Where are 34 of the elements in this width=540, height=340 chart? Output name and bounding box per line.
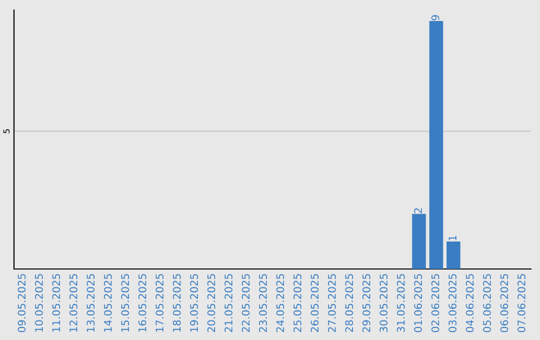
x-tick-label: 07.06.2025 xyxy=(518,274,526,332)
x-tick-label: 02.06.2025 xyxy=(431,274,440,332)
x-tick-label: 20.05.2025 xyxy=(207,274,216,332)
x-tick-label: 14.05.2025 xyxy=(104,274,112,332)
x-tick-label: 26.05.2025 xyxy=(310,274,319,332)
x-tick-label: 12.05.2025 xyxy=(69,274,78,332)
x-tick-label: 24.05.2025 xyxy=(276,274,284,332)
x-tick-label: 05.06.2025 xyxy=(483,274,491,332)
x-tick-label: 06.06.2025 xyxy=(500,274,508,332)
data-label: 9 xyxy=(431,15,440,20)
x-tick-label: 11.05.2025 xyxy=(52,274,60,332)
x-tick-label: 16.05.2025 xyxy=(138,274,146,332)
x-tick-label: 19.05.2025 xyxy=(190,274,198,332)
x-tick-label: 23.05.2025 xyxy=(259,274,267,332)
x-tick-label: 18.05.2025 xyxy=(172,274,181,332)
x-tick-label: 03.06.2025 xyxy=(448,274,456,332)
x-tick-label: 04.06.2025 xyxy=(466,274,474,332)
x-tick-label: 22.05.2025 xyxy=(242,274,250,332)
x-tick-label: 28.05.2025 xyxy=(345,274,354,332)
y-tick-label: 5 xyxy=(3,129,10,134)
x-tick-label: 17.05.2025 xyxy=(156,274,164,332)
x-tick-label: 01.06.2025 xyxy=(414,274,422,332)
x-tick-label: 21.05.2025 xyxy=(224,274,232,332)
x-tick-label: 13.05.2025 xyxy=(86,274,95,332)
x-tick-label: 09.05.2025 xyxy=(18,274,26,332)
x-tick-label: 15.05.2025 xyxy=(121,274,130,332)
x-tick-label: 27.05.2025 xyxy=(328,274,336,332)
x-tick-label: 31.05.2025 xyxy=(396,274,405,332)
x-tick-label: 30.05.2025 xyxy=(380,274,388,332)
data-label: 2 xyxy=(414,208,422,214)
data-label: 1 xyxy=(448,236,456,240)
x-tick-label: 29.05.2025 xyxy=(362,274,370,332)
x-tick-label: 10.05.2025 xyxy=(34,274,43,332)
x-tick-label: 25.05.2025 xyxy=(293,274,302,332)
